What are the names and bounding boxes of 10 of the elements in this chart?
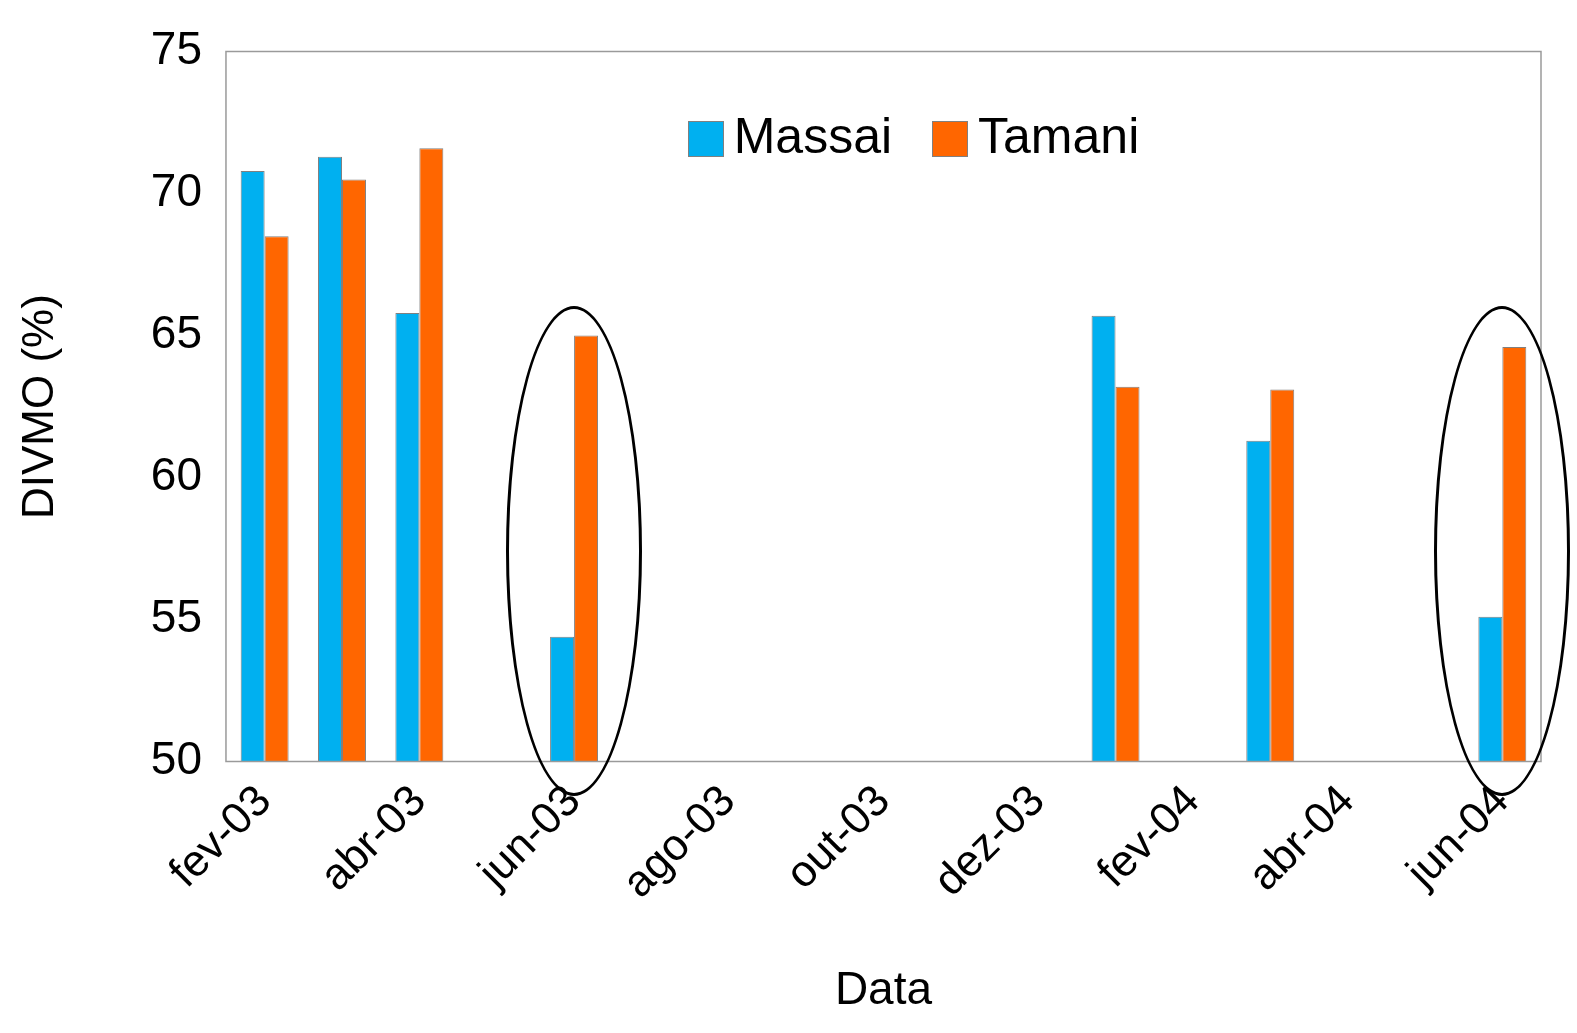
y-tick-label: 75 — [150, 22, 202, 75]
legend-label: Massai — [732, 106, 893, 165]
x-axis-title: Data — [834, 962, 933, 1015]
y-tick-label: 55 — [150, 590, 202, 643]
y-tick-label: 70 — [150, 164, 202, 217]
y-axis-title: DIVMO (%) — [12, 294, 62, 520]
legend-label: Tamani — [977, 106, 1140, 165]
y-tick-label: 50 — [150, 732, 202, 785]
y-tick-label: 65 — [150, 306, 202, 359]
y-tick-label: 60 — [150, 448, 202, 501]
